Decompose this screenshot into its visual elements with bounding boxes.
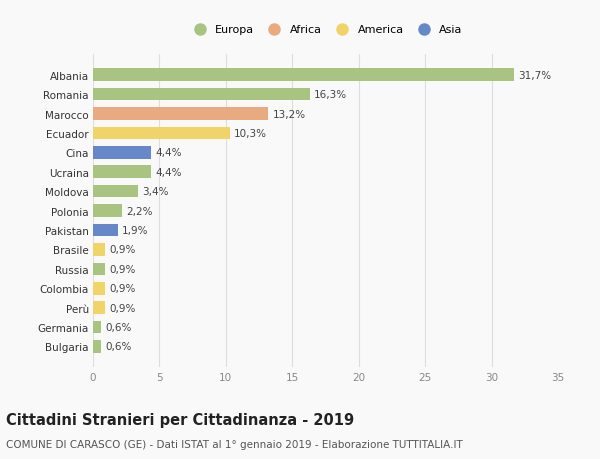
Text: 0,9%: 0,9% — [109, 284, 136, 294]
Bar — [93, 341, 101, 353]
Text: 0,9%: 0,9% — [109, 245, 136, 255]
Bar — [93, 224, 118, 237]
Text: 13,2%: 13,2% — [272, 109, 305, 119]
Bar — [93, 185, 138, 198]
Bar — [93, 147, 151, 159]
Bar — [93, 263, 105, 275]
Text: 0,6%: 0,6% — [105, 342, 131, 352]
Bar — [93, 282, 105, 295]
Bar — [93, 321, 101, 334]
Bar — [93, 127, 230, 140]
Text: 10,3%: 10,3% — [234, 129, 267, 139]
Text: 31,7%: 31,7% — [518, 71, 551, 80]
Bar — [93, 89, 310, 101]
Text: 0,9%: 0,9% — [109, 264, 136, 274]
Bar — [93, 166, 151, 179]
Text: 2,2%: 2,2% — [126, 206, 153, 216]
Bar — [93, 302, 105, 314]
Text: 0,6%: 0,6% — [105, 322, 131, 332]
Bar — [93, 205, 122, 218]
Text: 3,4%: 3,4% — [142, 187, 169, 197]
Text: 1,9%: 1,9% — [122, 225, 149, 235]
Text: COMUNE DI CARASCO (GE) - Dati ISTAT al 1° gennaio 2019 - Elaborazione TUTTITALIA: COMUNE DI CARASCO (GE) - Dati ISTAT al 1… — [6, 440, 463, 449]
Bar — [93, 69, 514, 82]
Text: Cittadini Stranieri per Cittadinanza - 2019: Cittadini Stranieri per Cittadinanza - 2… — [6, 413, 354, 428]
Text: 4,4%: 4,4% — [155, 148, 182, 158]
Bar — [93, 108, 268, 121]
Text: 0,9%: 0,9% — [109, 303, 136, 313]
Legend: Europa, Africa, America, Asia: Europa, Africa, America, Asia — [186, 23, 465, 38]
Text: 16,3%: 16,3% — [314, 90, 347, 100]
Bar — [93, 244, 105, 256]
Text: 4,4%: 4,4% — [155, 168, 182, 177]
